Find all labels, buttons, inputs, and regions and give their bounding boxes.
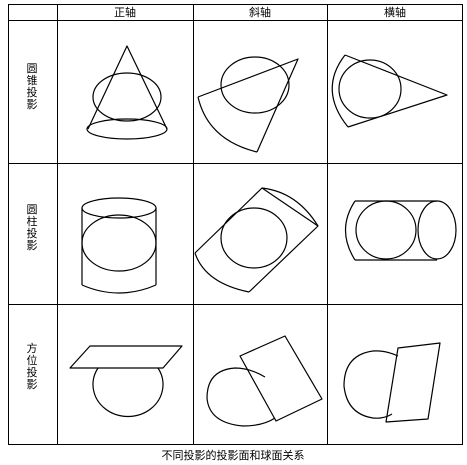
globe-ellipse (92, 72, 162, 122)
globe-arc (343, 350, 399, 419)
normal-cone-drawing (86, 45, 168, 140)
row-label-cone: 圆锥投影 (27, 62, 38, 111)
row-label-cylinder: 圆柱投影 (27, 203, 38, 252)
globe-ellipse (81, 214, 157, 272)
cylinder-end-ellipse (417, 200, 457, 260)
cone-base-arc (197, 96, 258, 153)
cone-outline (344, 54, 448, 128)
cylinder-bottom-arc (81, 284, 157, 294)
projection-plane (239, 335, 323, 422)
globe-ellipse (220, 207, 288, 269)
column-header-transverse: 横轴 (384, 5, 406, 19)
cylinder-top-arc (261, 187, 319, 227)
globe-ellipse (220, 56, 290, 114)
globe-ellipse (338, 59, 402, 119)
transverse-plane-drawing (343, 342, 441, 423)
globe-arc (92, 367, 164, 418)
projection-plane (69, 345, 183, 369)
row-label-azimuthal: 方位投影 (27, 341, 38, 391)
oblique-cone-drawing (197, 56, 299, 153)
normal-cylinder-drawing (81, 197, 157, 294)
drawings (69, 45, 457, 427)
cone-outline (87, 45, 168, 130)
globe-arc (206, 367, 276, 427)
transverse-cone-drawing (331, 54, 448, 128)
column-headers: 正轴 斜轴 横轴 (114, 5, 406, 19)
column-header-normal: 正轴 (114, 5, 136, 19)
oblique-cylinder-drawing (194, 187, 319, 293)
projection-plane (385, 342, 441, 423)
transverse-cylinder-drawing (345, 200, 457, 261)
figure-caption: 不同投影的投影面和球面关系 (162, 448, 305, 462)
cone-outline (197, 58, 299, 153)
oblique-plane-drawing (206, 335, 323, 427)
normal-plane-drawing (69, 345, 183, 418)
cylinder-left-arc (345, 200, 356, 261)
table-border (8, 4, 463, 445)
cone-base-arc (331, 54, 349, 128)
cone-base-ellipse (86, 118, 168, 140)
table-grid (8, 4, 463, 445)
globe-ellipse (355, 200, 417, 260)
cylinder-bottom-arc (194, 252, 250, 293)
column-header-oblique: 斜轴 (249, 5, 271, 19)
cylinder-outline (194, 187, 319, 293)
row-labels: 圆锥投影 圆柱投影 方位投影 (27, 62, 38, 391)
